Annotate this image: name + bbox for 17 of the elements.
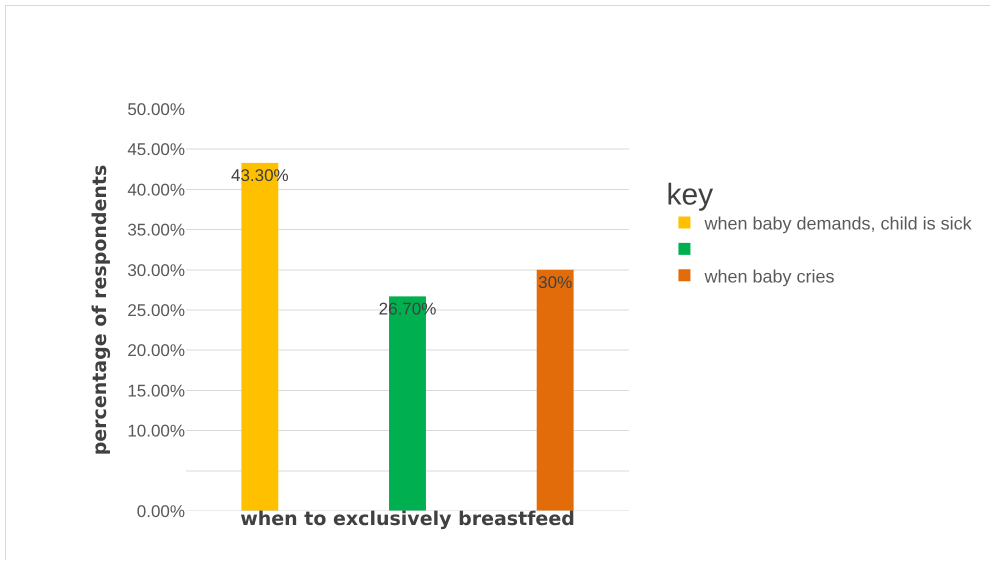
y-tick-label: 30.00%	[127, 260, 185, 280]
y-tick-label: 40.00%	[127, 180, 185, 200]
bar	[536, 270, 574, 511]
data-label: 30%	[538, 272, 572, 292]
y-tick-label: 50.00%	[127, 100, 185, 119]
legend-label: when baby demands, child is sick	[703, 214, 973, 234]
y-axis-title: percentage of respondents	[89, 164, 112, 456]
y-tick-label: 15.00%	[127, 381, 185, 400]
y-tick-label: 45.00%	[127, 140, 185, 160]
legend-title: key	[666, 178, 714, 212]
y-tick-label: 25.00%	[127, 300, 185, 320]
y-tick-label: 0.00%	[136, 502, 185, 521]
y-tick-label: 35.00%	[127, 220, 185, 240]
y-tick-label: 20.00%	[127, 341, 185, 360]
y-tick-label: 10.00%	[127, 422, 185, 441]
legend-label: when baby cries	[703, 266, 835, 286]
x-axis-title: when to exclusively breastfeed	[240, 508, 575, 530]
